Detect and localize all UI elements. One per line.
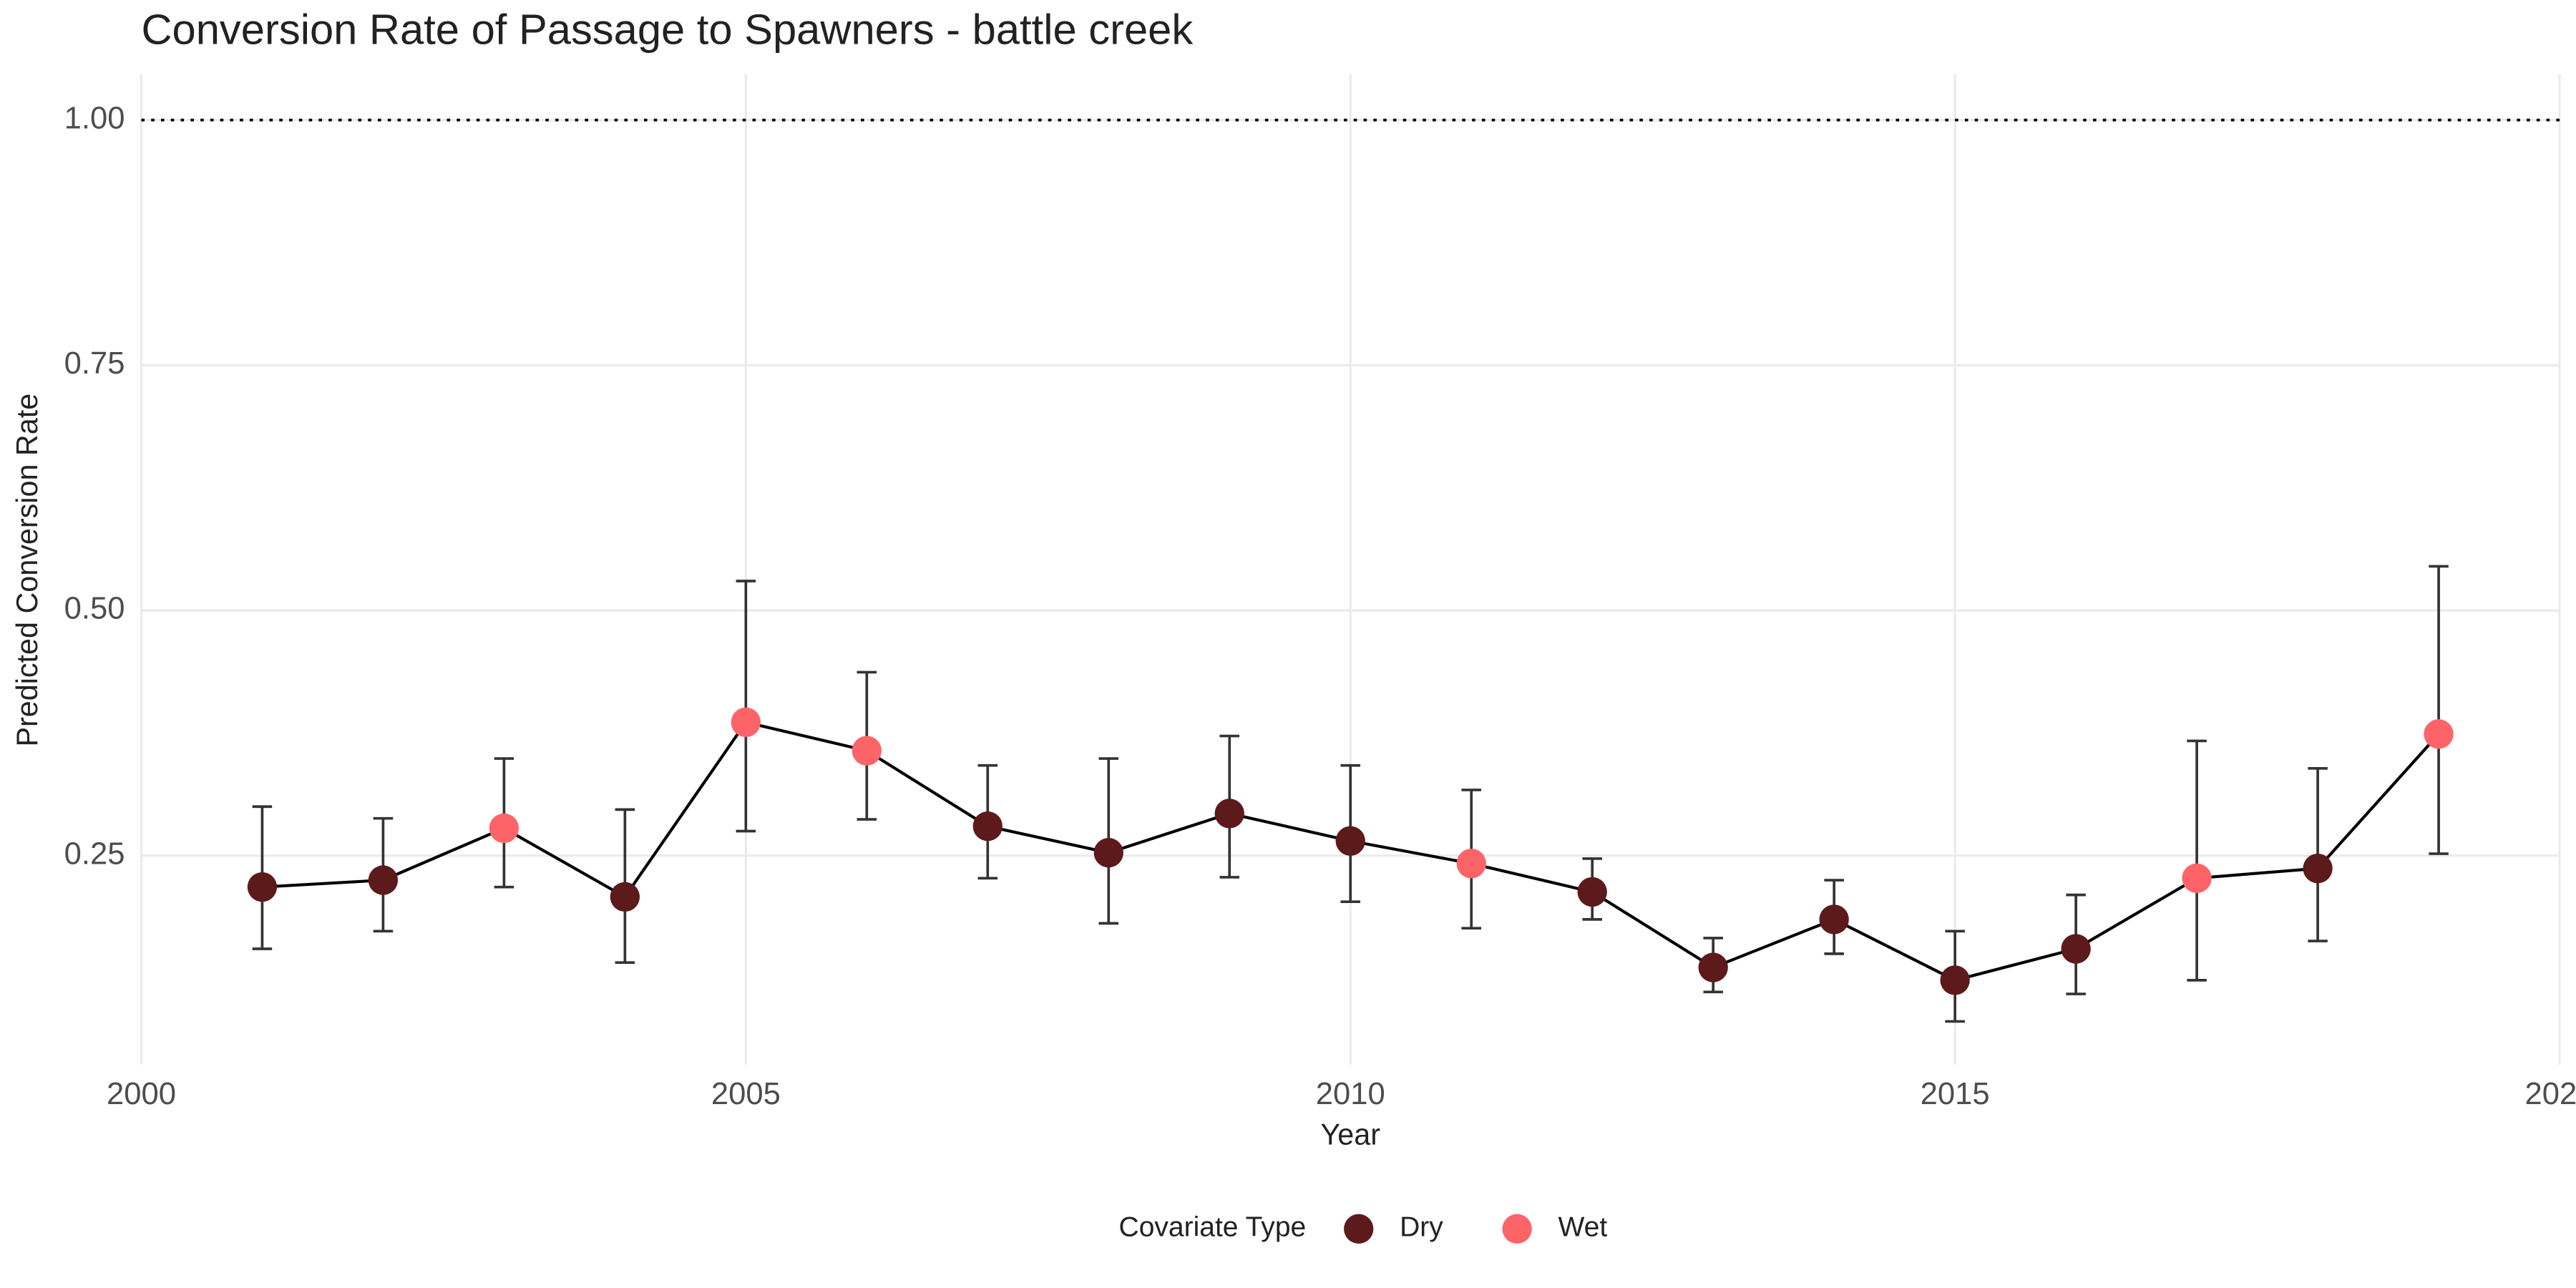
data-point — [247, 872, 278, 902]
data-point — [852, 736, 882, 766]
data-point — [368, 865, 399, 895]
y-tick-label: 1.00 — [64, 101, 125, 135]
legend-label: Wet — [1558, 1212, 1608, 1243]
x-tick-label: 2005 — [711, 1077, 781, 1111]
legend-label: Dry — [1400, 1212, 1443, 1243]
x-tick-label: 2020 — [2525, 1077, 2576, 1111]
data-point — [1214, 799, 1244, 829]
data-point — [1577, 877, 1607, 907]
data-point — [610, 882, 640, 912]
data-point — [972, 811, 1002, 841]
data-point — [1819, 904, 1849, 935]
data-point — [2061, 934, 2091, 964]
data-point — [2182, 863, 2212, 893]
data-point — [2424, 719, 2454, 749]
error-bar — [2429, 565, 2449, 855]
data-point — [1940, 965, 1970, 995]
data-point — [1093, 838, 1123, 868]
y-tick-label: 0.75 — [64, 346, 125, 381]
y-tick-label: 0.50 — [64, 592, 125, 626]
legend-title: Covariate Type — [1119, 1212, 1307, 1243]
data-point — [1456, 849, 1486, 879]
data-point — [1335, 826, 1365, 856]
error-bar — [736, 580, 756, 833]
data-point — [731, 707, 761, 738]
data-point — [2303, 853, 2333, 884]
chart-title: Conversion Rate of Passage to Spawners -… — [141, 6, 1193, 54]
x-tick-label: 2010 — [1316, 1077, 1385, 1111]
x-tick-label: 2015 — [1921, 1077, 1990, 1111]
x-tick-label: 2000 — [107, 1077, 176, 1111]
legend-swatch — [1344, 1214, 1374, 1244]
y-tick-label: 0.25 — [64, 836, 125, 871]
error-bar — [2187, 739, 2207, 982]
data-point — [489, 813, 519, 844]
x-axis-title: Year — [1321, 1118, 1381, 1151]
data-point — [1698, 952, 1728, 982]
y-axis-title: Predicted Conversion Rate — [11, 394, 44, 747]
legend-swatch — [1502, 1214, 1532, 1244]
